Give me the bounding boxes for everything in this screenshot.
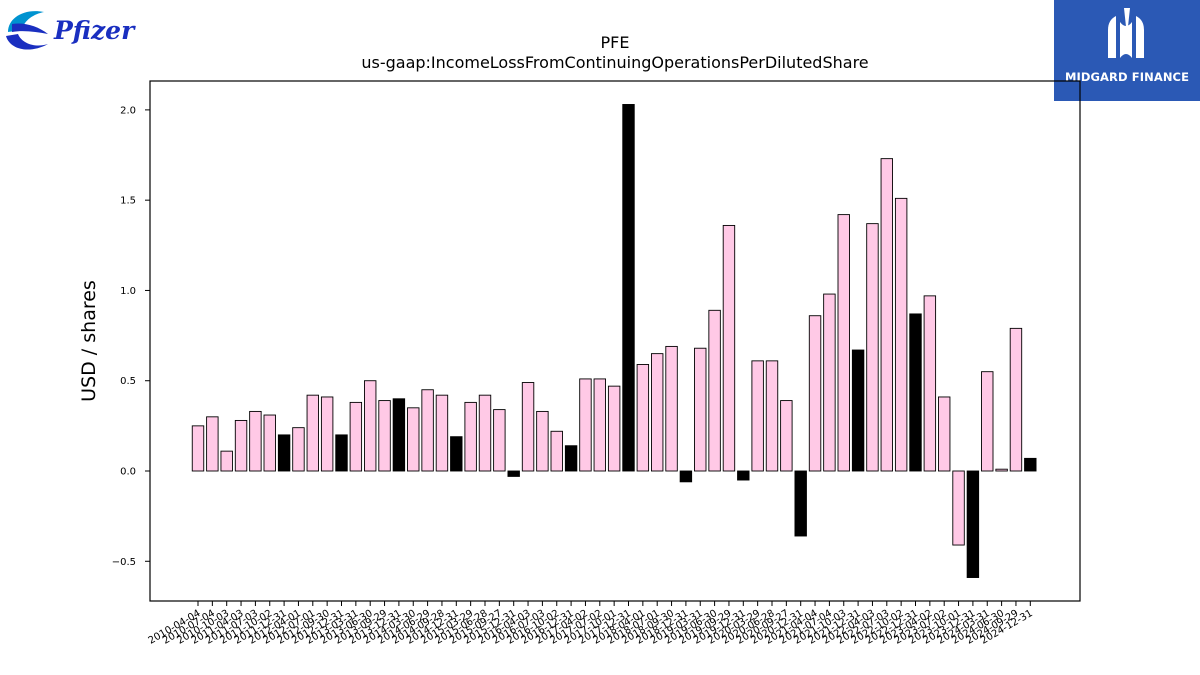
bar-2018-07-01 bbox=[651, 353, 664, 472]
bar-2021-07-04 bbox=[823, 293, 836, 472]
bar-2022-10-02 bbox=[894, 197, 908, 472]
y-tick-label: 2.0 bbox=[120, 105, 136, 116]
bars-group bbox=[191, 104, 1037, 578]
bar-2018-12-31 bbox=[679, 470, 693, 483]
bar-2014-06-29 bbox=[421, 389, 434, 472]
bar-2019-06-30 bbox=[708, 309, 721, 472]
bar-2020-06-28 bbox=[765, 360, 779, 472]
y-axis-ticks: −0.5 0.0 0.5 1.0 1.5 2.0 bbox=[112, 105, 150, 568]
bar-2023-04-02 bbox=[923, 295, 937, 472]
bar-2020-12-31 bbox=[794, 470, 807, 537]
bar-2017-07-02 bbox=[593, 378, 606, 472]
bar-2023-07-02 bbox=[938, 396, 951, 472]
bar-2016-12-31 bbox=[564, 445, 578, 472]
bar-2011-04-03 bbox=[234, 419, 248, 472]
bar-2013-09-29 bbox=[378, 400, 391, 472]
bar-2017-04-02 bbox=[579, 378, 592, 472]
bar-2016-07-03 bbox=[536, 410, 549, 472]
bar-2012-12-31 bbox=[335, 434, 348, 472]
pfizer-swirl-icon bbox=[6, 11, 48, 50]
bar-2018-04-01 bbox=[636, 364, 650, 472]
bar-2011-07-03 bbox=[249, 410, 262, 472]
y-tick-label: −0.5 bbox=[112, 557, 136, 568]
y-tick-label: 1.5 bbox=[120, 196, 136, 207]
y-tick-label: 0.0 bbox=[120, 467, 136, 478]
bar-2021-10-03 bbox=[837, 214, 850, 472]
bar-2015-03-29 bbox=[464, 401, 477, 472]
bar-2020-03-29 bbox=[751, 360, 764, 472]
bar-2011-10-02 bbox=[263, 414, 276, 472]
bar-2017-12-31 bbox=[622, 104, 635, 472]
bar-2021-12-31 bbox=[851, 349, 865, 472]
bar-2013-12-31 bbox=[392, 398, 406, 472]
bar-2012-04-01 bbox=[292, 427, 305, 472]
bar-2010-07-04 bbox=[206, 416, 219, 472]
bar-2020-09-27 bbox=[780, 400, 793, 472]
y-axis-label: USD / shares bbox=[78, 280, 100, 402]
bar-2016-10-02 bbox=[550, 430, 563, 472]
bar-2023-10-01 bbox=[952, 470, 965, 546]
chart-subtitle: us-gaap:IncomeLossFromContinuingOperatio… bbox=[361, 53, 868, 72]
bar-2015-12-31 bbox=[507, 470, 520, 477]
bar-2014-03-30 bbox=[407, 407, 420, 472]
bar-2024-12-31 bbox=[1024, 457, 1037, 472]
bar-2012-07-01 bbox=[306, 394, 319, 472]
plot-frame bbox=[149, 80, 1081, 602]
bar-2019-12-31 bbox=[737, 470, 750, 481]
midgard-finance-logo: MIDGARD FINANCE bbox=[1054, 0, 1200, 101]
bar-2021-04-04 bbox=[808, 315, 822, 472]
pfizer-logo: Pfizer bbox=[4, 4, 134, 58]
bar-2013-06-30 bbox=[364, 380, 377, 472]
bar-2023-12-31 bbox=[966, 470, 980, 578]
chart-title: PFE bbox=[601, 33, 630, 52]
bar-2022-07-03 bbox=[880, 158, 893, 472]
bar-2019-09-29 bbox=[722, 224, 736, 472]
bar-2024-06-30 bbox=[995, 468, 1008, 472]
bar-2017-10-01 bbox=[607, 385, 621, 472]
bar-2022-12-31 bbox=[909, 313, 922, 472]
x-axis-ticks: 2010-04-042010-07-042010-10-032011-04-03… bbox=[147, 601, 1035, 647]
bar-2010-10-03 bbox=[220, 450, 233, 472]
bar-2015-09-27 bbox=[493, 409, 506, 472]
midgard-m-icon bbox=[1108, 8, 1144, 58]
bar-2024-09-29 bbox=[1009, 327, 1023, 472]
bar-2012-09-30 bbox=[320, 396, 334, 472]
bar-2024-03-31 bbox=[981, 371, 994, 472]
y-tick-label: 0.5 bbox=[120, 376, 136, 387]
bar-2014-09-28 bbox=[435, 394, 449, 472]
bar-2016-04-03 bbox=[521, 382, 535, 472]
bar-2015-06-28 bbox=[478, 394, 492, 472]
bar-2010-04-04 bbox=[191, 425, 205, 472]
pfizer-wordmark: Pfizer bbox=[54, 16, 135, 45]
bar-2019-03-31 bbox=[694, 347, 707, 472]
bar-2022-04-03 bbox=[866, 223, 879, 472]
y-tick-label: 1.0 bbox=[120, 286, 136, 297]
bar-2011-12-31 bbox=[277, 434, 291, 472]
bar-2018-09-30 bbox=[665, 345, 678, 472]
midgard-wordmark: MIDGARD FINANCE bbox=[1064, 70, 1190, 84]
bar-2013-03-31 bbox=[349, 401, 363, 472]
bar-2014-12-31 bbox=[450, 436, 463, 472]
